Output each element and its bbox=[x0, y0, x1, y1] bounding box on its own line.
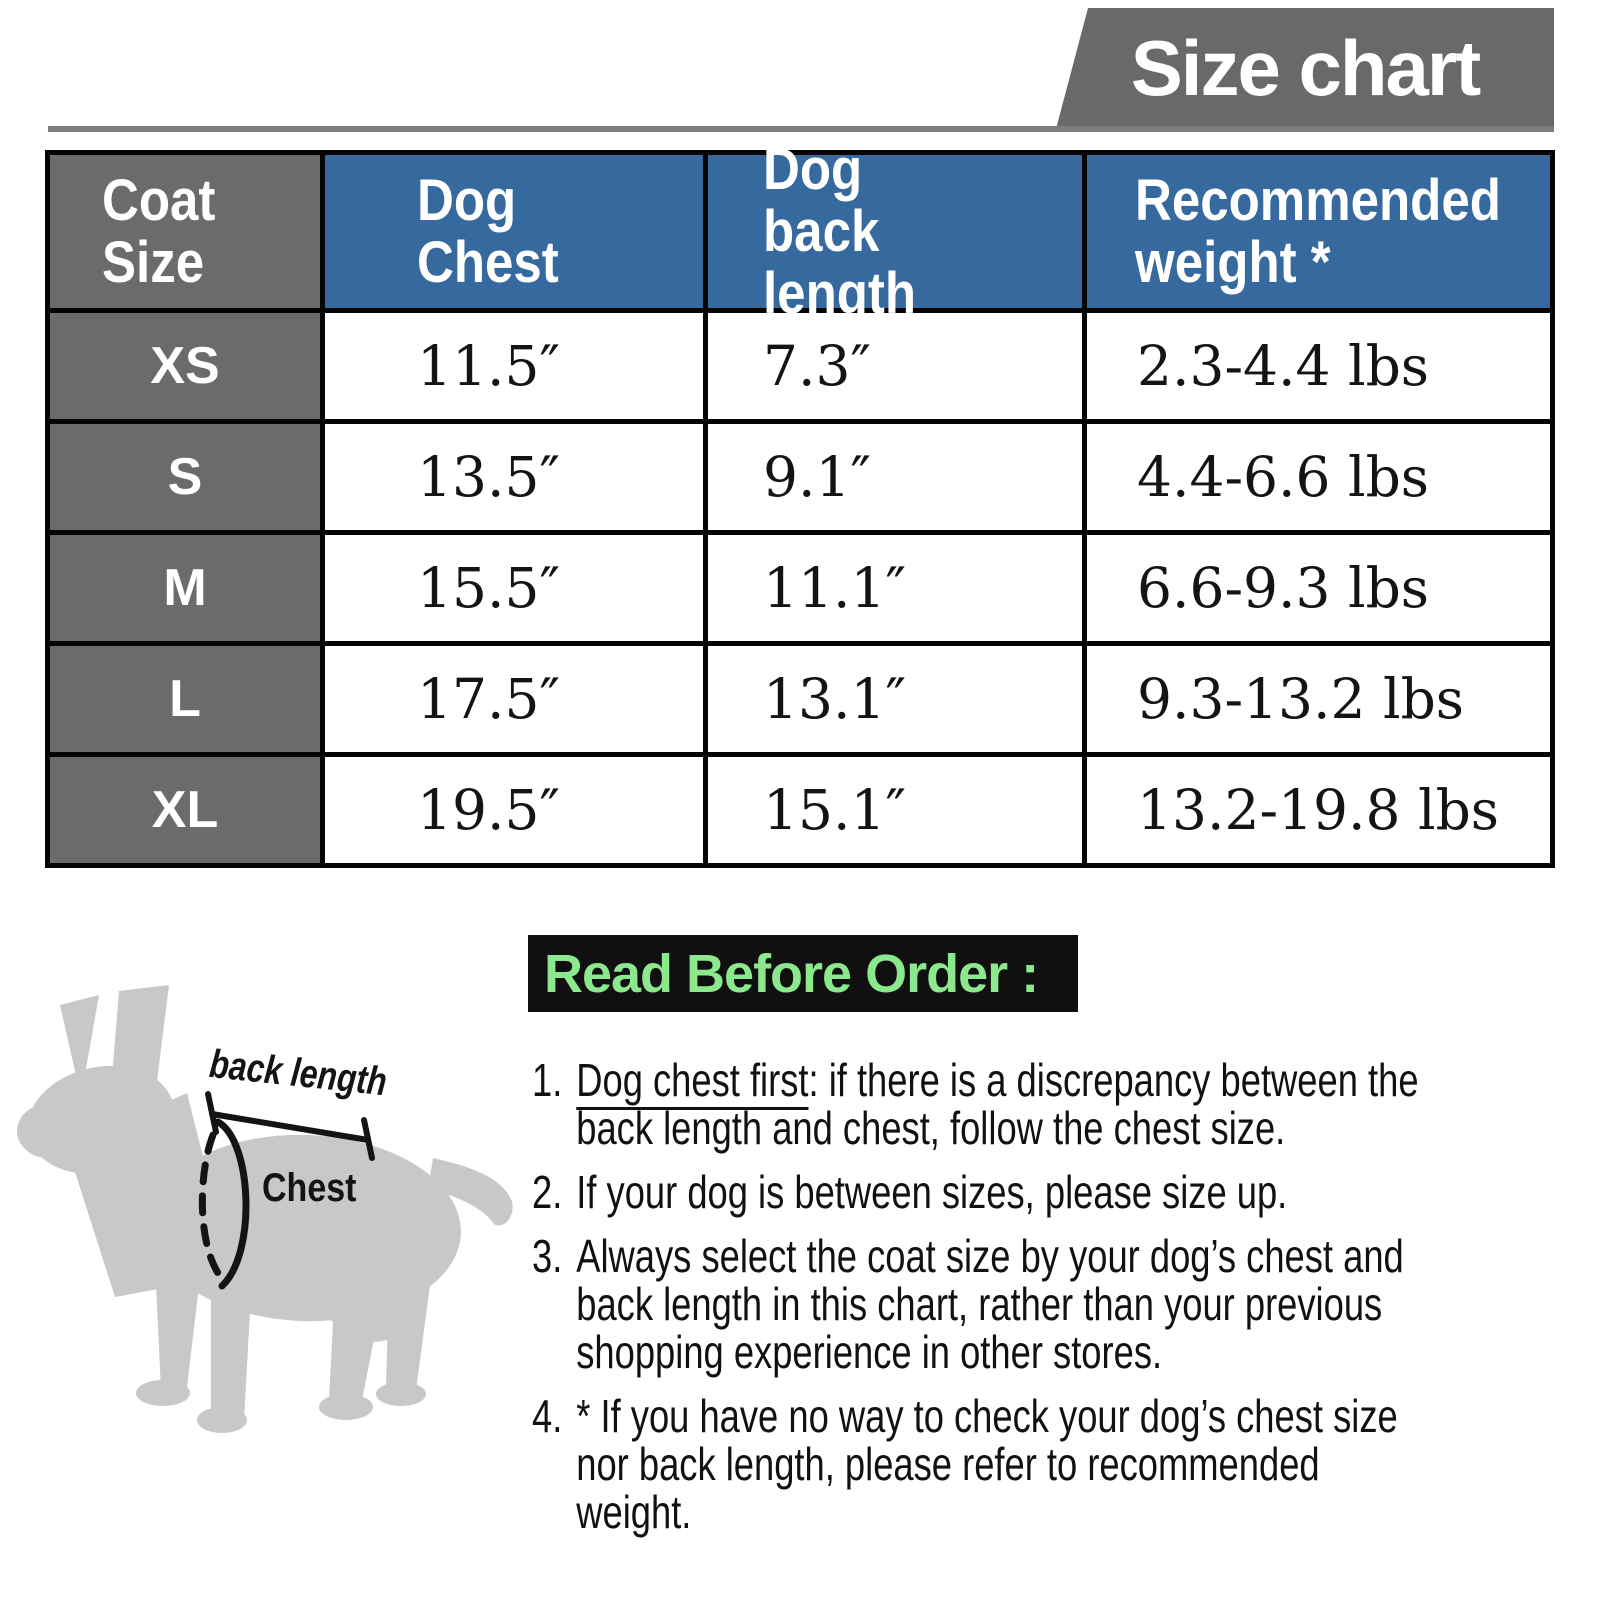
size-table: Coat Size Dog Chest Dog back length Reco… bbox=[45, 138, 1555, 868]
note-number: 4. bbox=[532, 1390, 563, 1442]
column-header-recommended-weight: Recommended weight * bbox=[1087, 155, 1550, 308]
read-before-order-heading: Read Before Order : bbox=[528, 935, 1078, 1012]
note-number: 1. bbox=[532, 1054, 563, 1106]
chest-measure-arc-solid bbox=[214, 1118, 250, 1290]
page-title: Size chart bbox=[1130, 24, 1481, 112]
note-number: 2. bbox=[532, 1166, 563, 1218]
size-chart-banner: Size chart bbox=[1056, 8, 1554, 129]
table-cell-weight: 6.6-9.3 lbs bbox=[1087, 535, 1550, 641]
table-cell-chest: 11.5″ bbox=[325, 313, 703, 419]
chest-label: Chest bbox=[262, 1166, 357, 1210]
note-item-3: 3. Always select the coat size by your d… bbox=[532, 1230, 1404, 1378]
table-cell-weight: 4.4-6.6 lbs bbox=[1087, 424, 1550, 530]
row-label-s: S bbox=[50, 424, 320, 530]
table-cell-back-length: 11.1″ bbox=[708, 535, 1082, 641]
note-item-2: 2. If your dog is between sizes, please … bbox=[532, 1166, 1288, 1218]
table-cell-weight: 9.3-13.2 lbs bbox=[1087, 646, 1550, 752]
back-length-tick-left bbox=[205, 1091, 219, 1135]
table-cell-chest: 17.5″ bbox=[325, 646, 703, 752]
table-cell-chest: 13.5″ bbox=[325, 424, 703, 530]
table-cell-back-length: 15.1″ bbox=[708, 757, 1082, 863]
table-cell-back-length: 13.1″ bbox=[708, 646, 1082, 752]
notes-list: 1. Dog chest first: if there is a discre… bbox=[532, 1054, 1480, 1552]
table-cell-chest: 19.5″ bbox=[325, 757, 703, 863]
back-length-measure-line bbox=[209, 1111, 371, 1143]
row-label-xl: XL bbox=[50, 757, 320, 863]
column-header-dog-chest: Dog Chest bbox=[325, 155, 703, 308]
row-label-l: L bbox=[50, 646, 320, 752]
row-label-m: M bbox=[50, 535, 320, 641]
table-cell-back-length: 7.3″ bbox=[708, 313, 1082, 419]
header-divider-line bbox=[48, 126, 1554, 132]
table-cell-chest: 15.5″ bbox=[325, 535, 703, 641]
table-cell-back-length: 9.1″ bbox=[708, 424, 1082, 530]
note-item-4: 4. * If you have no way to check your do… bbox=[532, 1390, 1398, 1538]
row-label-xs: XS bbox=[50, 313, 320, 419]
dog-illustration bbox=[17, 985, 513, 1433]
column-header-coat-size: Coat Size bbox=[50, 155, 320, 308]
column-header-dog-back-length: Dog back length bbox=[708, 138, 1082, 324]
note-item-1: 1. Dog chest first: if there is a discre… bbox=[532, 1054, 1419, 1154]
note-lead-underlined: Dog chest first bbox=[576, 1054, 809, 1110]
note-number: 3. bbox=[532, 1230, 563, 1282]
back-length-tick-right bbox=[361, 1117, 375, 1161]
table-cell-weight: 2.3-4.4 lbs bbox=[1087, 313, 1550, 419]
table-cell-weight: 13.2-19.8 lbs bbox=[1087, 757, 1550, 863]
chest-measure-arc-dashed bbox=[198, 1131, 222, 1277]
